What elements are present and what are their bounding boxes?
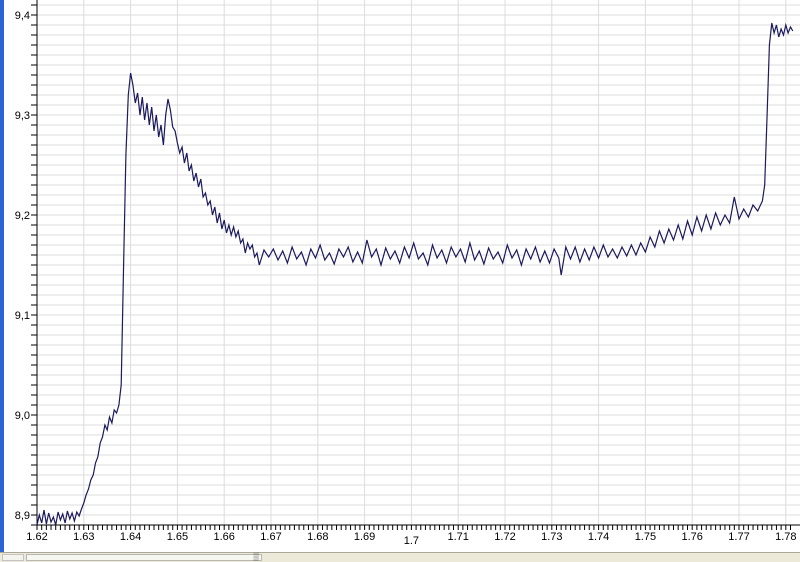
x-tick-label: 1.67 — [260, 531, 281, 543]
x-tick-label: 1.66 — [213, 531, 234, 543]
series-line — [36, 22, 794, 526]
window-left-border — [0, 0, 4, 552]
axes — [31, 0, 800, 530]
x-tick-label: 1.77 — [728, 531, 749, 543]
x-tick-label: 1.73 — [541, 531, 562, 543]
x-tick-label: 1.71 — [447, 531, 468, 543]
y-tick-label: 9,3 — [15, 110, 30, 122]
scroll-thumb[interactable]: ▒ — [26, 552, 262, 561]
y-tick-label: 9,1 — [15, 310, 30, 322]
x-tick-label: 1.72 — [494, 531, 515, 543]
x-tick-label: 1.7 — [404, 535, 419, 547]
x-tick-label: 1.78 — [775, 531, 796, 543]
y-tick-label: 8,9 — [15, 510, 30, 522]
x-tick-label: 1.64 — [120, 531, 141, 543]
y-tick-label: 9,2 — [15, 210, 30, 222]
x-tick-label: 1.62 — [26, 531, 47, 543]
x-tick-label: 1.68 — [307, 531, 328, 543]
horizontal-scrollbar[interactable]: ▒ — [0, 552, 800, 562]
scroll-left-button[interactable] — [2, 554, 24, 561]
grid — [36, 0, 800, 526]
y-tick-label: 9,4 — [15, 10, 30, 22]
x-tick-label: 1.69 — [354, 531, 375, 543]
tick-labels: 1.62 1.63 1.64 1.65 1.66 1.67 1.68 1.69 1.7 1.71 1… — [15, 10, 797, 547]
y-tick-label: 9,0 — [15, 410, 30, 422]
grip-icon: ▒ — [253, 552, 259, 561]
x-tick-label: 1.65 — [167, 531, 188, 543]
x-tick-label: 1.63 — [73, 531, 94, 543]
x-tick-label: 1.76 — [681, 531, 702, 543]
x-tick-label: 1.74 — [588, 531, 609, 543]
x-tick-label: 1.75 — [635, 531, 656, 543]
